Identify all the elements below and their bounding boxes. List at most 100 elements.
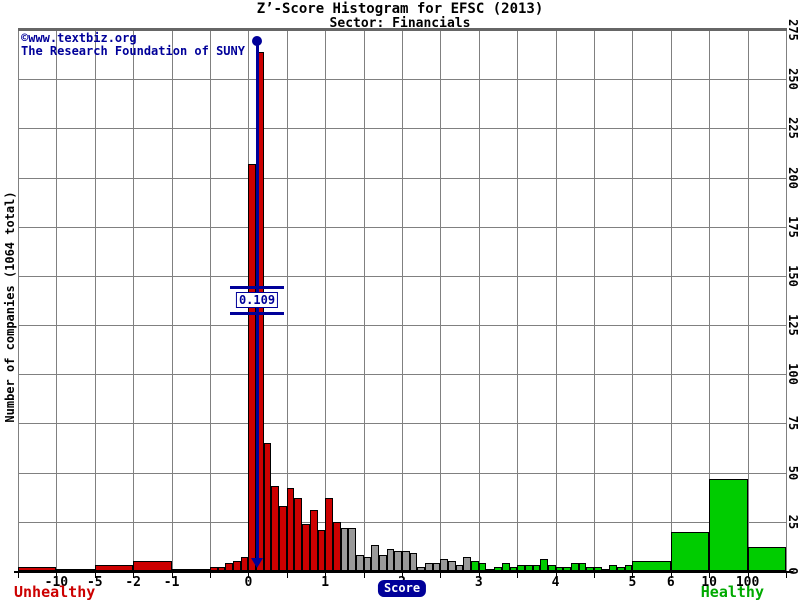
x-axis-tick [786,573,787,578]
x-axis-tick [210,573,211,578]
x-axis-tick [478,573,480,578]
histogram-bar [186,569,195,572]
histogram-bar [417,567,426,571]
vertical-gridline [18,30,19,571]
histogram-bar [56,569,95,572]
histogram-bar [325,498,333,571]
vertical-gridline [94,30,96,571]
vertical-gridline [286,30,288,571]
histogram-bar [302,523,310,571]
histogram-bar [509,567,518,571]
x-axis-tick [517,573,519,578]
histogram-bar [133,561,172,571]
x-axis-tick [747,573,749,578]
histogram-bar [570,563,579,571]
histogram-bar [233,561,241,571]
histogram-bar [425,563,433,571]
horizontal-gridline [18,374,786,376]
x-axis-tick [594,573,595,578]
histogram-bar [94,565,134,571]
vertical-gridline [555,30,557,571]
histogram-bar [555,567,564,571]
vertical-gridline [325,30,327,571]
histogram-bar [248,163,257,571]
histogram-bar [309,510,318,571]
watermark-org: The Research Foundation of SUNY [21,44,245,58]
histogram-bar [194,569,203,572]
x-tick-label: 0 [244,575,253,590]
histogram-bar [294,498,303,571]
y-tick-label: 250 [786,68,800,91]
x-axis-tick [670,573,672,578]
histogram-bar [524,565,533,571]
vertical-gridline [210,30,211,571]
vertical-gridline [363,30,365,571]
histogram-bar [747,547,786,571]
x-axis-tick [632,573,634,578]
y-tick-label: 25 [786,514,800,530]
histogram-bar [348,527,356,571]
horizontal-gridline [18,226,786,228]
histogram-bar [563,567,571,571]
score-marker-dot-icon [252,36,262,46]
histogram-bar [18,567,57,571]
histogram-bar [317,529,326,571]
histogram-bar [448,561,456,571]
horizontal-gridline [18,423,786,425]
histogram-bar [586,567,594,571]
y-axis-label: Number of companies (1064 total) [3,191,17,423]
histogram-bar [371,545,379,571]
histogram-bar [179,569,187,572]
histogram-bar [670,531,710,571]
histogram-bar [225,563,234,571]
y-tick-label: 125 [786,314,800,336]
histogram-bar [578,563,587,571]
vertical-gridline [786,30,787,571]
histogram-bar [440,559,449,571]
histogram-bar [386,549,395,571]
histogram-bar [517,565,525,571]
y-tick-label: 150 [786,265,800,287]
histogram-bar [494,567,502,571]
chart-title: Z’-Score Histogram for EFSC (2013) [256,1,544,17]
x-axis-tick [325,573,327,578]
x-axis-tick [709,573,711,578]
histogram-bar [378,555,387,571]
histogram-bar [202,569,210,572]
y-tick-label: 75 [786,416,800,431]
histogram-bar [617,567,625,571]
x-tick-label: -5 [86,575,103,590]
histogram-bar [501,563,510,571]
histogram-bar [594,567,602,571]
histogram-bar [540,559,548,571]
x-tick-label: 100 [735,575,760,590]
histogram-bar [601,569,610,572]
x-tick-label: 4 [551,575,560,590]
histogram-bar [286,488,295,571]
unhealthy-label: Unhealthy [14,583,96,600]
x-axis-tick [286,573,288,578]
y-tick-label: 100 [786,363,800,386]
horizontal-gridline [18,521,786,523]
x-axis-tick [133,573,135,578]
x-tick-label: -10 [44,575,69,590]
horizontal-gridline [18,177,786,179]
vertical-gridline [56,30,58,571]
x-axis-tick [18,573,19,578]
y-tick-label: 275 [786,19,800,41]
histogram-bar [709,478,748,571]
x-axis-tick [555,573,557,578]
score-marker-cap-lower [230,312,284,315]
histogram-bar [547,565,556,571]
x-axis-tick [94,573,96,578]
healthy-label: Healthy [700,583,764,600]
histogram-bar [432,563,441,571]
x-axis-tick [56,573,58,578]
histogram-bar [478,563,487,571]
x-tick-label: 6 [666,575,675,590]
histogram-bar [402,551,410,571]
score-marker-value: 0.109 [235,292,279,308]
y-tick-label: 225 [786,117,800,140]
histogram-bar [340,527,349,571]
